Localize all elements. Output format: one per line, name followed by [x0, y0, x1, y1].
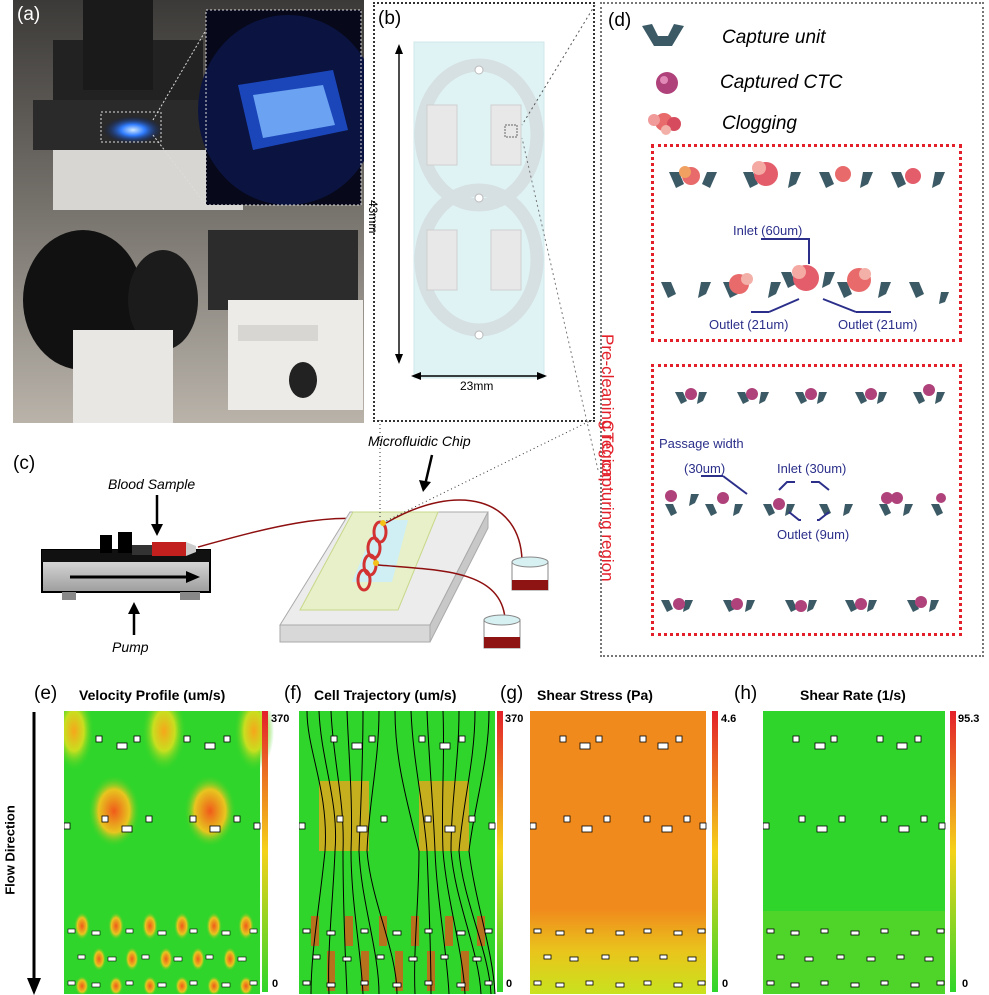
legend-clogging: Clogging — [722, 113, 797, 134]
sim-shear-stress-map — [530, 711, 707, 994]
colorbar-velocity — [262, 711, 268, 992]
panel-label-h: (h) — [734, 683, 758, 704]
chip-drawing — [395, 41, 547, 380]
r1-inlet-label: Inlet (60um) — [733, 223, 803, 238]
panel-label-c: (c) — [13, 453, 36, 474]
sim-title-shear-stress: Shear Stress (Pa) — [537, 687, 653, 703]
pump-label: Pump — [112, 639, 149, 655]
sim-trajectory-map — [299, 711, 496, 994]
colorbar-trajectory-min: 0 — [506, 978, 513, 990]
setup-schematic — [41, 420, 593, 649]
colorbar-rate-min: 0 — [962, 978, 969, 990]
pre-cleaning-box — [651, 144, 962, 342]
colorbar-trajectory — [497, 711, 503, 992]
blood-sample-label: Blood Sample — [108, 476, 196, 492]
r1-outlet-right-label: Outlet (21um) — [838, 317, 918, 332]
panel-label-b: (b) — [378, 8, 402, 29]
panel-label-f: (f) — [284, 683, 302, 704]
colorbar-stress-min: 0 — [722, 978, 729, 990]
colorbar-rate — [950, 711, 956, 992]
microfluidic-chip-label: Microfluidic Chip — [368, 433, 471, 449]
r2-outlet-label: Outlet (9um) — [777, 527, 850, 542]
colorbar-stress — [712, 711, 718, 992]
ctc-capturing-label: CTC capturing region — [598, 420, 617, 582]
panel-a-photo: (a) — [13, 0, 364, 423]
colorbar-velocity-max: 370 — [271, 713, 290, 725]
chip-width-label: 23mm — [460, 379, 494, 393]
colorbar-velocity-min: 0 — [272, 978, 279, 990]
panel-d-frame — [600, 2, 984, 657]
legend-captured-ctc: Captured CTC — [720, 72, 843, 93]
panel-label-a: (a) — [17, 4, 41, 25]
sim-title-velocity: Velocity Profile (um/s) — [79, 687, 226, 703]
sim-velocity-map — [64, 711, 274, 994]
ctc-capturing-box — [651, 364, 962, 636]
collection-tube-1 — [511, 556, 549, 591]
panel-label-g: (g) — [500, 683, 524, 704]
sim-title-trajectory: Cell Trajectory (um/s) — [314, 687, 457, 703]
sim-title-shear-rate: Shear Rate (1/s) — [800, 687, 906, 703]
r2-passage-label-1: Passage width — [659, 436, 744, 451]
r2-passage-label-2: (30um) — [684, 461, 726, 476]
legend-capture-unit: Capture unit — [722, 27, 826, 48]
colorbar-rate-max: 95.3 — [958, 713, 980, 725]
r2-inlet-label: Inlet (30um) — [777, 461, 847, 476]
collection-tube-2 — [483, 614, 521, 649]
sim-shear-rate-map — [763, 711, 946, 994]
ctc-icon — [656, 72, 678, 94]
ctc-capturing-diagram — [661, 384, 946, 612]
zoom-lines — [521, 4, 599, 471]
flow-direction-label: Flow Direction — [2, 805, 18, 895]
syringe-pump-drawing — [41, 532, 211, 600]
colorbar-trajectory-max: 370 — [505, 713, 524, 725]
colorbar-stress-max: 4.6 — [721, 713, 737, 725]
capture-unit-icon — [642, 24, 684, 46]
panel-label-d: (d) — [608, 10, 632, 31]
panel-b-frame — [373, 2, 595, 422]
panel-label-e: (e) — [34, 683, 58, 704]
r1-outlet-left-label: Outlet (21um) — [709, 317, 789, 332]
clogging-icon — [648, 113, 681, 135]
pre-cleaning-diagram — [661, 161, 949, 313]
legend-icons — [642, 24, 684, 135]
microscope-setup-image — [13, 0, 364, 423]
flow-direction-arrow — [27, 712, 41, 995]
